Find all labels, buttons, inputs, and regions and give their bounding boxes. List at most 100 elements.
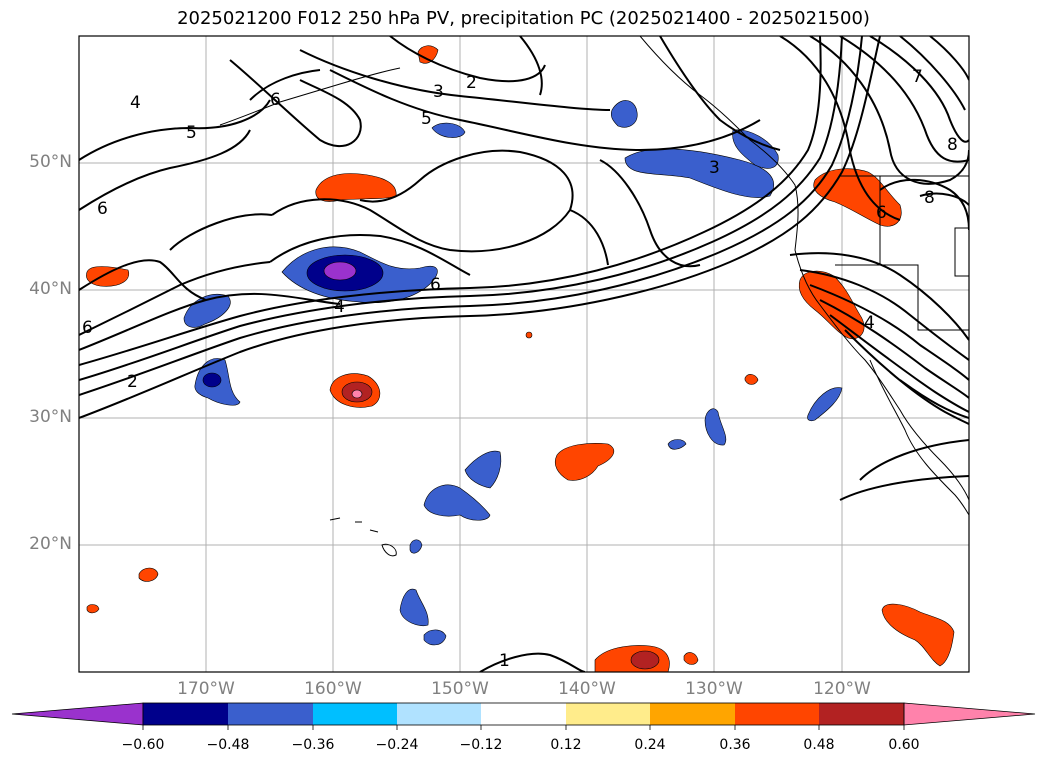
contour-label: 4 <box>334 297 345 317</box>
pv-contour <box>79 36 881 419</box>
pv-contour <box>569 209 609 266</box>
coastlines <box>219 36 969 557</box>
precip-positive-area <box>554 443 615 481</box>
pv-contour <box>789 252 969 341</box>
colorbar-tick-label: −0.12 <box>459 737 503 753</box>
precip-positive-area <box>744 374 759 385</box>
contour-label: 6 <box>430 275 441 295</box>
precip-positive-area <box>138 567 159 582</box>
lon-label: 130°W <box>685 679 743 699</box>
pv-contour <box>809 284 969 381</box>
lon-label: 140°W <box>558 679 616 699</box>
precip-positive-area <box>525 331 533 339</box>
pv-contour <box>659 36 781 151</box>
contour-label: 1 <box>499 651 510 671</box>
lon-label: 150°W <box>431 679 489 699</box>
pv-contour <box>929 36 969 81</box>
pv-contour <box>839 36 969 163</box>
pv-contour <box>809 36 969 185</box>
lat-label: 20°N <box>29 534 72 554</box>
pv-contour <box>79 36 863 396</box>
pv-contour <box>79 36 822 366</box>
lat-label: 30°N <box>29 407 72 427</box>
colorbar-tick-label: 0.24 <box>634 737 666 753</box>
colorbar-tick-label: 0.12 <box>550 737 582 753</box>
contour-label: 6 <box>82 318 93 338</box>
pv-contour <box>839 475 969 501</box>
contour-label: 2 <box>127 372 138 392</box>
colorbar-tick-label: 0.36 <box>719 737 751 753</box>
pv-contour <box>899 379 969 419</box>
pv-contour <box>79 259 207 301</box>
map-area <box>79 36 969 672</box>
map-title: 2025021200 F012 250 hPa PV, precipitatio… <box>177 8 870 29</box>
pv-contour <box>859 439 969 481</box>
colorbar-tick-label: 0.60 <box>888 737 920 753</box>
contour-label: 8 <box>924 188 935 208</box>
state-boundary <box>954 227 969 277</box>
precip-strong-positive-area <box>630 650 660 670</box>
pv-contour <box>829 314 969 413</box>
colorbar-tick-label: −0.36 <box>291 737 335 753</box>
precip-negative-area <box>464 450 502 489</box>
colorbar-tick-label: 0.48 <box>803 737 835 753</box>
colorbar <box>11 702 1036 730</box>
colorbar-segment <box>397 703 481 725</box>
pv-contour <box>819 299 969 399</box>
contour-label: 6 <box>97 199 108 219</box>
precip-negative-area <box>431 122 466 138</box>
contour-label: 7 <box>912 67 923 87</box>
precip-negative-area <box>732 129 779 169</box>
precip-negative-area <box>704 408 727 446</box>
pv-contour <box>79 129 251 211</box>
precip-negative-area <box>399 588 429 627</box>
lat-label: 50°N <box>29 152 72 172</box>
precip-positive-area <box>683 652 699 665</box>
pv-contour <box>79 99 271 161</box>
colorbar-tick-label: −0.24 <box>375 737 419 753</box>
contour-label: 6 <box>270 90 281 110</box>
contour-label: 5 <box>186 123 197 143</box>
pv-contour <box>169 213 273 251</box>
pv-contour <box>919 192 969 206</box>
lat-label: 40°N <box>29 279 72 299</box>
state-boundary <box>835 264 969 331</box>
precip-positive-area <box>86 604 100 614</box>
aleutian-islands <box>219 67 401 126</box>
map-frame <box>78 35 970 673</box>
pv-contour <box>869 36 969 143</box>
pv-contour <box>249 69 321 101</box>
contour-label: 8 <box>947 135 958 155</box>
colorbar-segment <box>143 703 228 725</box>
colorbar-extend-high <box>903 702 1036 726</box>
pv-contour <box>599 159 701 268</box>
precip-negative-area <box>610 100 638 128</box>
precip-negative-area <box>423 629 447 646</box>
graticule <box>79 36 969 672</box>
colorbar-tick-label: −0.48 <box>206 737 250 753</box>
contour-labels: 2 3 5 4 5 6 6 6 4 2 6 3 7 8 8 6 4 1 <box>82 67 958 671</box>
contour-label: 4 <box>130 93 141 113</box>
lon-label: 160°W <box>304 679 362 699</box>
colorbar-segment <box>819 703 904 725</box>
north-america-coast <box>639 36 969 501</box>
precip-positive-area <box>86 266 130 287</box>
north-america-coast <box>869 359 969 516</box>
precip-negative-area <box>423 484 491 521</box>
colorbar-segment <box>650 703 735 725</box>
colorbar-tick-label: −0.60 <box>121 737 165 753</box>
contour-label: 2 <box>466 73 477 93</box>
pv-contour <box>269 234 471 276</box>
precip-strong-negative-area <box>202 372 222 388</box>
precip-positive-area <box>417 45 439 64</box>
precip-negative-area <box>667 439 687 450</box>
precip-extreme-negative-area <box>323 261 357 281</box>
colorbar-extend-low <box>11 702 144 726</box>
pv-contour <box>779 36 901 221</box>
contour-label: 4 <box>864 313 875 333</box>
contour-label: 5 <box>421 109 432 129</box>
hawaiian-islands <box>329 517 397 557</box>
colorbar-segment <box>228 703 313 725</box>
pv-contour <box>899 36 966 111</box>
precip-blobs <box>86 45 955 672</box>
